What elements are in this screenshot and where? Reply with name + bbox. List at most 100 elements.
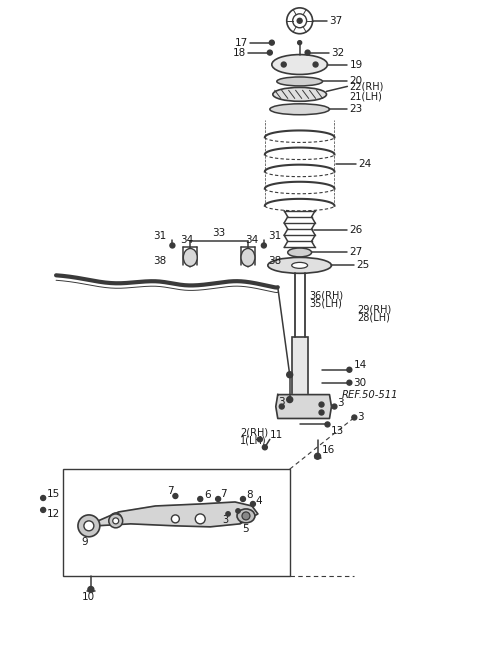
- Circle shape: [314, 453, 321, 459]
- Polygon shape: [89, 502, 258, 532]
- Ellipse shape: [113, 518, 119, 524]
- Ellipse shape: [183, 248, 197, 267]
- Circle shape: [319, 410, 324, 415]
- Text: 7: 7: [220, 489, 227, 499]
- Text: 16: 16: [322, 445, 335, 455]
- Text: 15: 15: [47, 489, 60, 499]
- Text: 12: 12: [47, 509, 60, 519]
- Ellipse shape: [109, 514, 123, 528]
- Ellipse shape: [78, 515, 100, 537]
- Circle shape: [110, 513, 122, 525]
- Text: 34: 34: [245, 234, 259, 244]
- Bar: [292, 337, 308, 400]
- Text: 33: 33: [213, 227, 226, 238]
- Text: 26: 26: [349, 225, 362, 234]
- Text: 20: 20: [349, 77, 362, 86]
- Circle shape: [332, 404, 337, 409]
- Text: 13: 13: [330, 426, 344, 436]
- Polygon shape: [276, 394, 332, 419]
- Text: 10: 10: [81, 592, 95, 603]
- Text: 38: 38: [153, 256, 167, 267]
- Circle shape: [262, 243, 266, 248]
- Bar: [63, 469, 290, 576]
- Text: 3: 3: [278, 396, 285, 407]
- Ellipse shape: [241, 248, 255, 267]
- Circle shape: [257, 437, 263, 442]
- Circle shape: [195, 514, 205, 524]
- Text: 37: 37: [329, 16, 343, 26]
- Circle shape: [319, 402, 324, 407]
- Circle shape: [352, 415, 357, 420]
- Circle shape: [281, 62, 286, 67]
- Circle shape: [267, 50, 272, 55]
- Text: 22(RH): 22(RH): [349, 81, 384, 92]
- Circle shape: [298, 41, 301, 45]
- Text: 30: 30: [353, 378, 366, 388]
- Circle shape: [41, 508, 46, 512]
- Circle shape: [198, 496, 203, 502]
- Ellipse shape: [84, 521, 94, 531]
- Text: 3: 3: [337, 398, 344, 407]
- Circle shape: [313, 62, 318, 67]
- Circle shape: [347, 380, 352, 385]
- Text: 35(LH): 35(LH): [310, 298, 342, 308]
- Circle shape: [216, 496, 221, 502]
- Ellipse shape: [268, 257, 332, 273]
- Text: 31: 31: [153, 231, 167, 240]
- Circle shape: [287, 372, 293, 378]
- Text: 21(LH): 21(LH): [349, 91, 382, 102]
- Circle shape: [347, 367, 352, 372]
- Text: 17: 17: [235, 37, 248, 48]
- Text: 14: 14: [353, 360, 367, 370]
- Ellipse shape: [272, 54, 327, 75]
- Text: 6: 6: [204, 490, 211, 500]
- Ellipse shape: [273, 87, 326, 102]
- Circle shape: [287, 396, 293, 403]
- Text: 1(LH): 1(LH): [240, 436, 266, 445]
- Text: 38: 38: [268, 256, 281, 267]
- Text: 8: 8: [246, 490, 252, 500]
- Text: 2(RH): 2(RH): [240, 428, 268, 438]
- Text: 3: 3: [238, 515, 244, 525]
- Text: 34: 34: [180, 234, 193, 244]
- Circle shape: [305, 50, 310, 55]
- Text: 4: 4: [256, 496, 263, 506]
- Circle shape: [269, 40, 274, 45]
- Text: 5: 5: [243, 524, 249, 534]
- Circle shape: [170, 243, 175, 248]
- Text: 24: 24: [358, 159, 372, 169]
- Text: 7: 7: [167, 486, 174, 496]
- Circle shape: [240, 496, 245, 502]
- Text: 19: 19: [349, 60, 362, 69]
- Circle shape: [325, 422, 330, 427]
- Circle shape: [88, 586, 94, 593]
- Circle shape: [41, 496, 46, 500]
- Circle shape: [251, 502, 255, 506]
- Text: 3: 3: [222, 515, 228, 525]
- Text: 31: 31: [268, 231, 281, 240]
- Circle shape: [279, 404, 284, 409]
- Text: 9: 9: [82, 536, 88, 547]
- Ellipse shape: [292, 263, 308, 269]
- Text: 25: 25: [356, 260, 370, 271]
- Text: 3: 3: [357, 413, 364, 422]
- Text: 18: 18: [233, 48, 246, 58]
- Text: 23: 23: [349, 104, 362, 114]
- Circle shape: [173, 493, 178, 498]
- Text: 28(LH): 28(LH): [357, 312, 390, 322]
- Text: 36(RH): 36(RH): [310, 290, 344, 300]
- Circle shape: [236, 509, 240, 513]
- Text: 32: 32: [332, 48, 345, 58]
- Text: 11: 11: [270, 430, 283, 440]
- Text: 27: 27: [349, 248, 362, 257]
- Ellipse shape: [288, 248, 312, 257]
- Circle shape: [226, 512, 230, 516]
- Circle shape: [242, 512, 250, 520]
- Circle shape: [171, 515, 180, 523]
- Ellipse shape: [237, 509, 255, 523]
- Circle shape: [297, 18, 302, 24]
- Ellipse shape: [277, 77, 323, 86]
- Text: REF.50-511: REF.50-511: [341, 390, 398, 400]
- Ellipse shape: [270, 103, 329, 115]
- Text: 29(RH): 29(RH): [357, 304, 392, 314]
